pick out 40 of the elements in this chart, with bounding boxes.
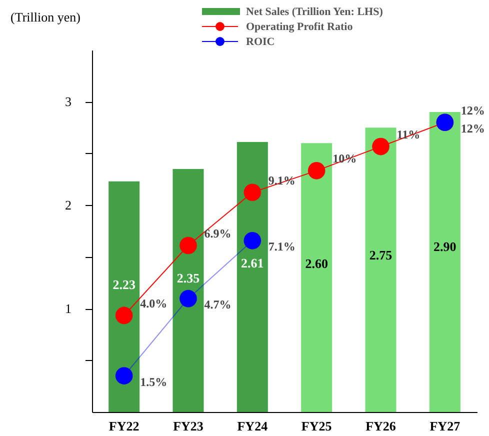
x-tick-label: FY25	[301, 418, 332, 434]
point	[244, 184, 262, 202]
data-label: 7.1%	[268, 240, 296, 254]
data-label: 2.61	[241, 256, 264, 271]
data-label: 2.75	[369, 248, 393, 263]
point	[372, 138, 390, 156]
legend-label: Operating Profit Ratio	[246, 20, 353, 32]
bar	[429, 112, 460, 412]
data-label: 12%	[460, 121, 485, 136]
bar	[365, 128, 396, 412]
y-axis-title: (Trillion yen)	[10, 10, 80, 24]
point	[115, 306, 133, 324]
x-tick-label: FY27	[430, 418, 461, 434]
data-label: 2.23	[112, 277, 136, 292]
x-tick-label: FY26	[366, 418, 396, 434]
legend-label: ROIC	[246, 36, 275, 48]
bar	[172, 168, 204, 412]
y-tick-label: 3	[65, 94, 72, 110]
y-tick-label: 2	[65, 198, 72, 213]
data-label: 2.60	[305, 256, 328, 272]
bar	[236, 142, 268, 412]
data-label: 1.5%	[140, 374, 168, 389]
data-label: 6.9%	[204, 226, 232, 240]
point	[115, 367, 133, 384]
point	[244, 232, 262, 250]
y-tick-label: 1	[65, 301, 72, 316]
x-tick-label: FY22	[108, 418, 140, 434]
data-label: 2.90	[434, 239, 456, 254]
data-label: 4.0%	[140, 296, 168, 310]
x-tick-label: FY23	[173, 418, 204, 434]
x-tick-label: FY24	[237, 418, 268, 434]
point	[180, 236, 197, 254]
legend-label: Net Sales (Trillion Yen: LHS)	[246, 6, 383, 18]
point	[180, 290, 197, 308]
bar	[301, 143, 332, 412]
point	[308, 162, 326, 180]
data-label: 2.35	[176, 270, 200, 286]
data-label: 4.7%	[204, 298, 232, 312]
bar	[108, 181, 140, 412]
data-label: 12%	[460, 103, 485, 118]
